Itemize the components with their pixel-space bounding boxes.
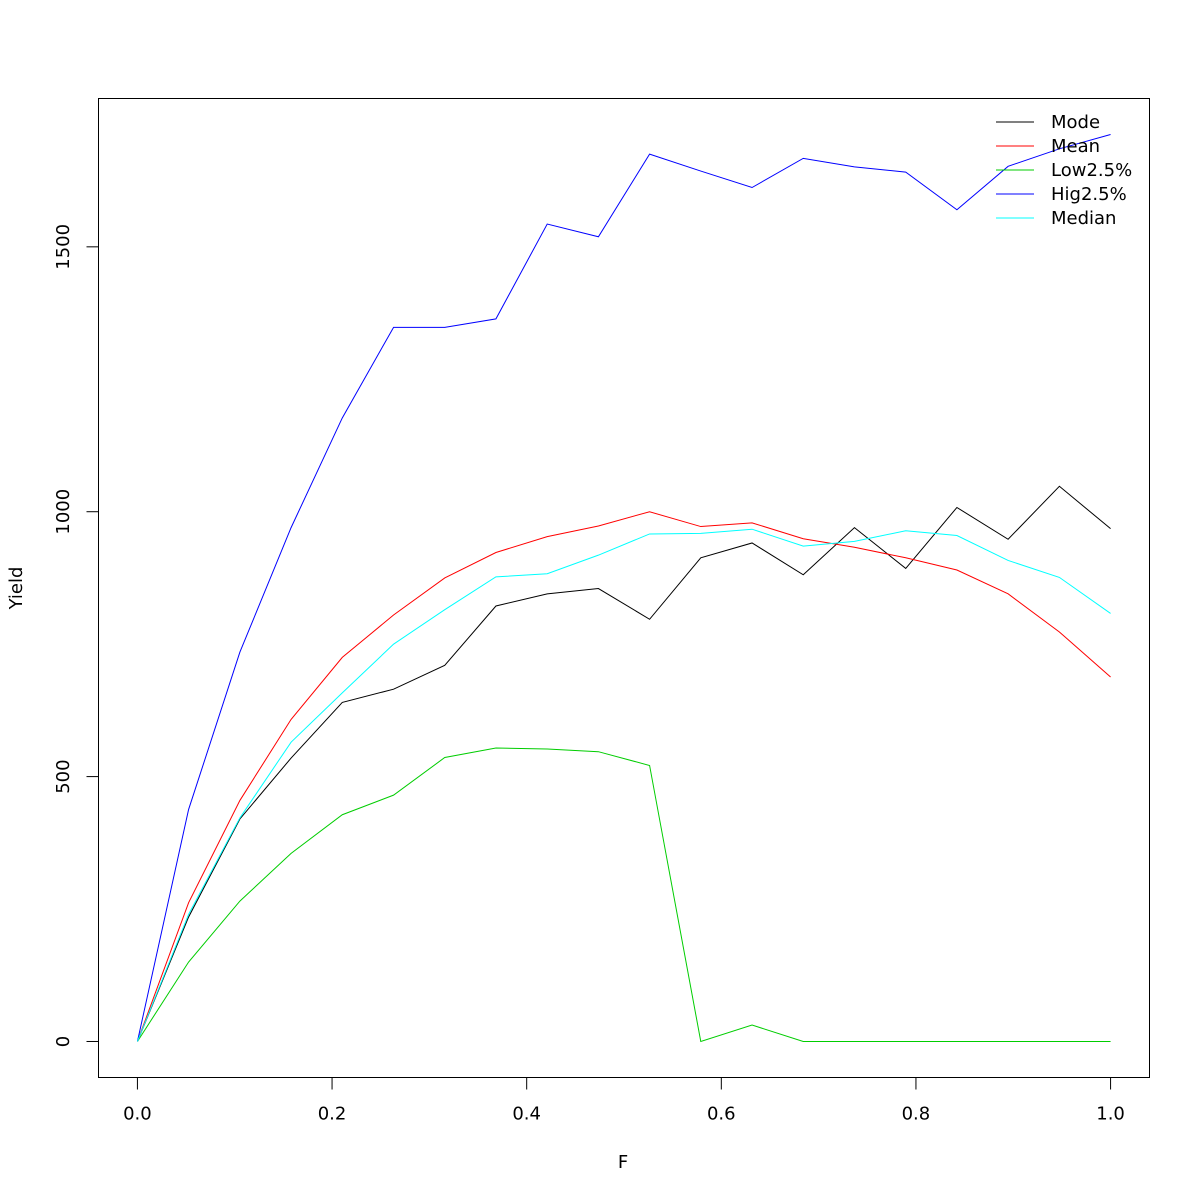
plot-frame (98, 98, 1150, 1078)
series-line-1 (136, 511, 1111, 1042)
legend-label: Mode (1051, 112, 1100, 133)
y-axis-label: Yield (6, 567, 27, 611)
series-line-0 (136, 485, 1111, 1042)
x-tick-label: 0.6 (707, 1104, 736, 1125)
x-axis: 0.0 0.2 0.4 0.6 0.8 1.0 (123, 1077, 1125, 1125)
x-axis-label: F (618, 1152, 628, 1173)
y-tick-label: 1500 (53, 224, 74, 270)
x-tick-label: 0.4 (512, 1104, 541, 1125)
legend: Mode Mean Low2.5% Hig2.5% Median (996, 112, 1132, 229)
legend-label: Low2.5% (1051, 160, 1132, 181)
x-tick-label: 0.2 (318, 1104, 347, 1125)
series-line-4 (136, 528, 1111, 1042)
series-line-3 (136, 134, 1111, 1042)
x-tick-label: 1.0 (1096, 1104, 1125, 1125)
y-axis: 0 500 1000 1500 (53, 224, 99, 1047)
x-tick-label: 0.0 (123, 1104, 152, 1125)
series-line-2 (137, 747, 1111, 1043)
legend-label: Hig2.5% (1051, 184, 1127, 205)
series-layer (136, 134, 1111, 1043)
y-tick-label: 500 (53, 759, 74, 793)
legend-label: Median (1051, 208, 1116, 229)
y-tick-label: 0 (53, 1036, 74, 1047)
y-tick-label: 1000 (53, 489, 74, 535)
legend-label: Mean (1051, 136, 1100, 157)
x-tick-label: 0.8 (902, 1104, 931, 1125)
